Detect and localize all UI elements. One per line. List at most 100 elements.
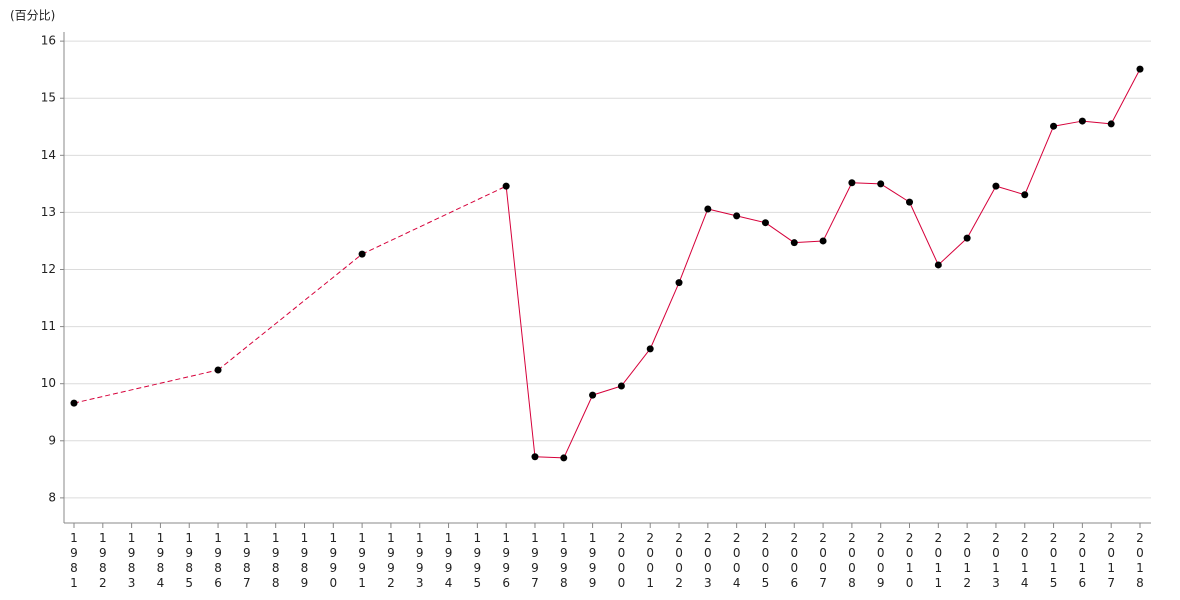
point	[1136, 65, 1144, 73]
y-tick-label: 11	[41, 319, 56, 333]
point	[646, 345, 654, 353]
point	[560, 454, 568, 462]
point	[992, 182, 1000, 190]
line-segment	[678, 208, 709, 283]
point	[1107, 120, 1115, 128]
line-segment	[765, 222, 795, 244]
point	[963, 234, 971, 242]
line-segment	[851, 182, 881, 185]
line-segment	[880, 183, 910, 203]
point	[531, 453, 539, 461]
point	[704, 205, 712, 213]
y-tick-label: 9	[48, 433, 56, 447]
point	[1021, 191, 1029, 199]
y-axis-label: (百分比)	[10, 9, 55, 23]
point	[617, 382, 625, 390]
point	[848, 179, 856, 187]
line-segment	[563, 394, 594, 459]
line-segment	[1082, 120, 1112, 125]
line-segment	[1053, 120, 1083, 127]
y-tick-label: 16	[41, 34, 56, 48]
y-tick-label: 12	[41, 262, 56, 276]
point	[934, 261, 942, 269]
line-segment	[73, 369, 219, 404]
line-segment	[909, 201, 939, 266]
point	[589, 391, 597, 399]
point	[790, 239, 798, 247]
line-segment	[937, 237, 968, 266]
y-tick-label: 8	[48, 490, 56, 504]
point	[675, 279, 683, 287]
line-segment	[736, 215, 766, 224]
point	[214, 366, 222, 374]
point	[877, 180, 885, 188]
point	[906, 198, 914, 206]
y-tick-label: 13	[41, 205, 56, 219]
point	[1050, 122, 1058, 130]
line-segment	[794, 240, 824, 244]
y-tick-label: 14	[41, 148, 56, 162]
line-segment	[621, 348, 651, 387]
line-segment	[822, 182, 853, 242]
line-segment	[995, 185, 1025, 196]
point	[502, 182, 510, 190]
point	[1078, 117, 1086, 125]
point	[733, 212, 741, 220]
point	[761, 219, 769, 227]
point	[819, 237, 827, 245]
point	[358, 250, 366, 258]
line-segment	[1024, 126, 1055, 195]
y-tick-label: 10	[41, 376, 56, 390]
line-segment	[966, 185, 997, 239]
line-segment	[707, 208, 737, 217]
y-tick-label: 15	[41, 91, 56, 105]
line-segment	[505, 186, 536, 457]
line-segment	[361, 185, 507, 255]
line-segment	[217, 253, 363, 371]
point	[70, 399, 78, 407]
line-segment	[649, 282, 680, 350]
line-segment	[592, 385, 622, 396]
line-segment	[1110, 68, 1141, 125]
line-segment	[534, 456, 564, 459]
